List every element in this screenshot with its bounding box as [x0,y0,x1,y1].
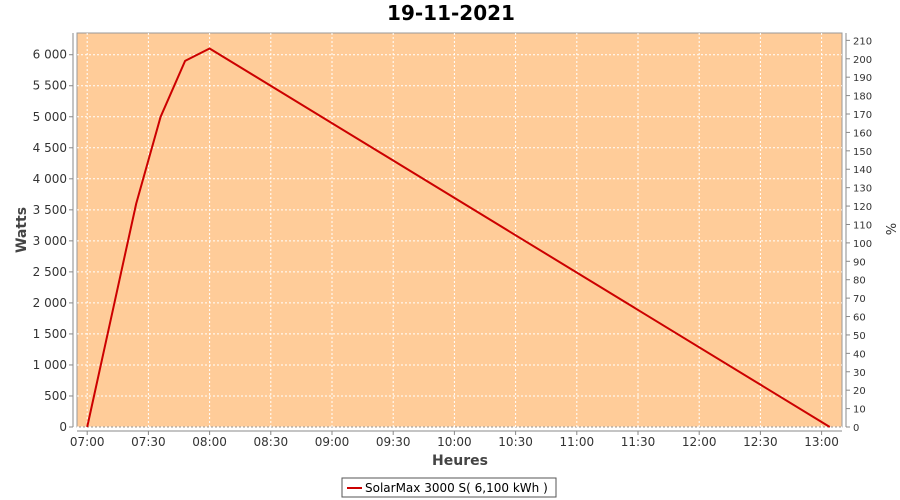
y-tick-label: 6 000 [33,48,67,62]
x-tick-label: 09:00 [315,435,350,449]
y2-tick-label: 190 [853,73,872,84]
x-tick-label: 10:30 [498,435,533,449]
series-line [86,47,831,428]
x-tick-label: 11:30 [621,435,656,449]
x-tick-label: 10:00 [437,435,472,449]
y-axis-right: 0 10 20 30 40 50 60 70 80 90 100 110 120 130 140 150 160… [845,33,872,434]
y2-tick-label: 170 [853,110,872,121]
x-tick-label: 11:00 [560,435,595,449]
y2-tick-label: 160 [853,128,872,139]
y-tick-label: 3 500 [33,203,67,217]
y2-tick-label: 130 [853,184,872,195]
y2-tick-label: 150 [853,147,872,158]
legend-label: SolarMax 3000 S( 6,100 kWh ) [365,481,548,495]
y2-axis-label: % [882,223,897,235]
y2-tick-label: 60 [853,313,866,324]
y2-tick-label: 100 [853,239,872,250]
x-tick-label: 08:00 [192,435,227,449]
x-tick-label: 07:00 [70,435,105,449]
y-tick-label: 4 000 [33,172,67,186]
y2-tick-label: 0 [853,423,859,434]
y2-tick-label: 120 [853,202,872,213]
y2-tick-label: 180 [853,92,872,103]
y-tick-label: 0 [59,420,67,434]
x-tick-label: 08:30 [254,435,289,449]
y-tick-label: 1 000 [33,358,67,372]
y2-tick-label: 140 [853,165,872,176]
grid-lines [77,33,842,428]
y-tick-label: 5 500 [33,79,67,93]
y2-tick-label: 50 [853,331,866,342]
x-tick-label: 13:00 [804,435,839,449]
chart-title: 19-11-2021 [387,1,515,25]
y-axis-label: Watts [14,207,30,253]
y-tick-label: 1 500 [33,327,67,341]
y-tick-label: 500 [44,389,67,403]
y-tick-label: 3 000 [33,234,67,248]
x-tick-label: 09:30 [376,435,411,449]
y-tick-label: 5 000 [33,110,67,124]
plot-area [76,32,843,428]
y2-tick-label: 210 [853,36,872,47]
y2-tick-label: 110 [853,220,872,231]
x-tick-label: 12:30 [743,435,778,449]
y2-tick-label: 20 [853,386,866,397]
x-axis-label: Heures [432,453,488,469]
legend: SolarMax 3000 S( 6,100 kWh ) [341,477,557,498]
y2-tick-label: 10 [853,405,866,416]
y2-tick-label: 200 [853,55,872,66]
y2-tick-label: 80 [853,276,866,287]
x-axis: 07:00 07:30 08:00 08:30 09:00 09:30 10:00 10:30… [70,430,842,449]
y2-tick-label: 40 [853,349,866,360]
y2-tick-label: 30 [853,368,866,379]
y-tick-label: 2 500 [33,265,67,279]
y-tick-label: 2 000 [33,296,67,310]
x-tick-label: 07:30 [131,435,166,449]
y-tick-label: 4 500 [33,141,67,155]
legend-box [341,477,557,498]
y2-tick-label: 70 [853,294,866,305]
y-axis-left: 0 500 1 000 1 500 2 000 2 500 3 000 3 500 4 000 4… [33,33,74,434]
series-group [86,47,831,428]
x-tick-label: 12:00 [682,435,717,449]
y2-tick-label: 90 [853,257,866,268]
